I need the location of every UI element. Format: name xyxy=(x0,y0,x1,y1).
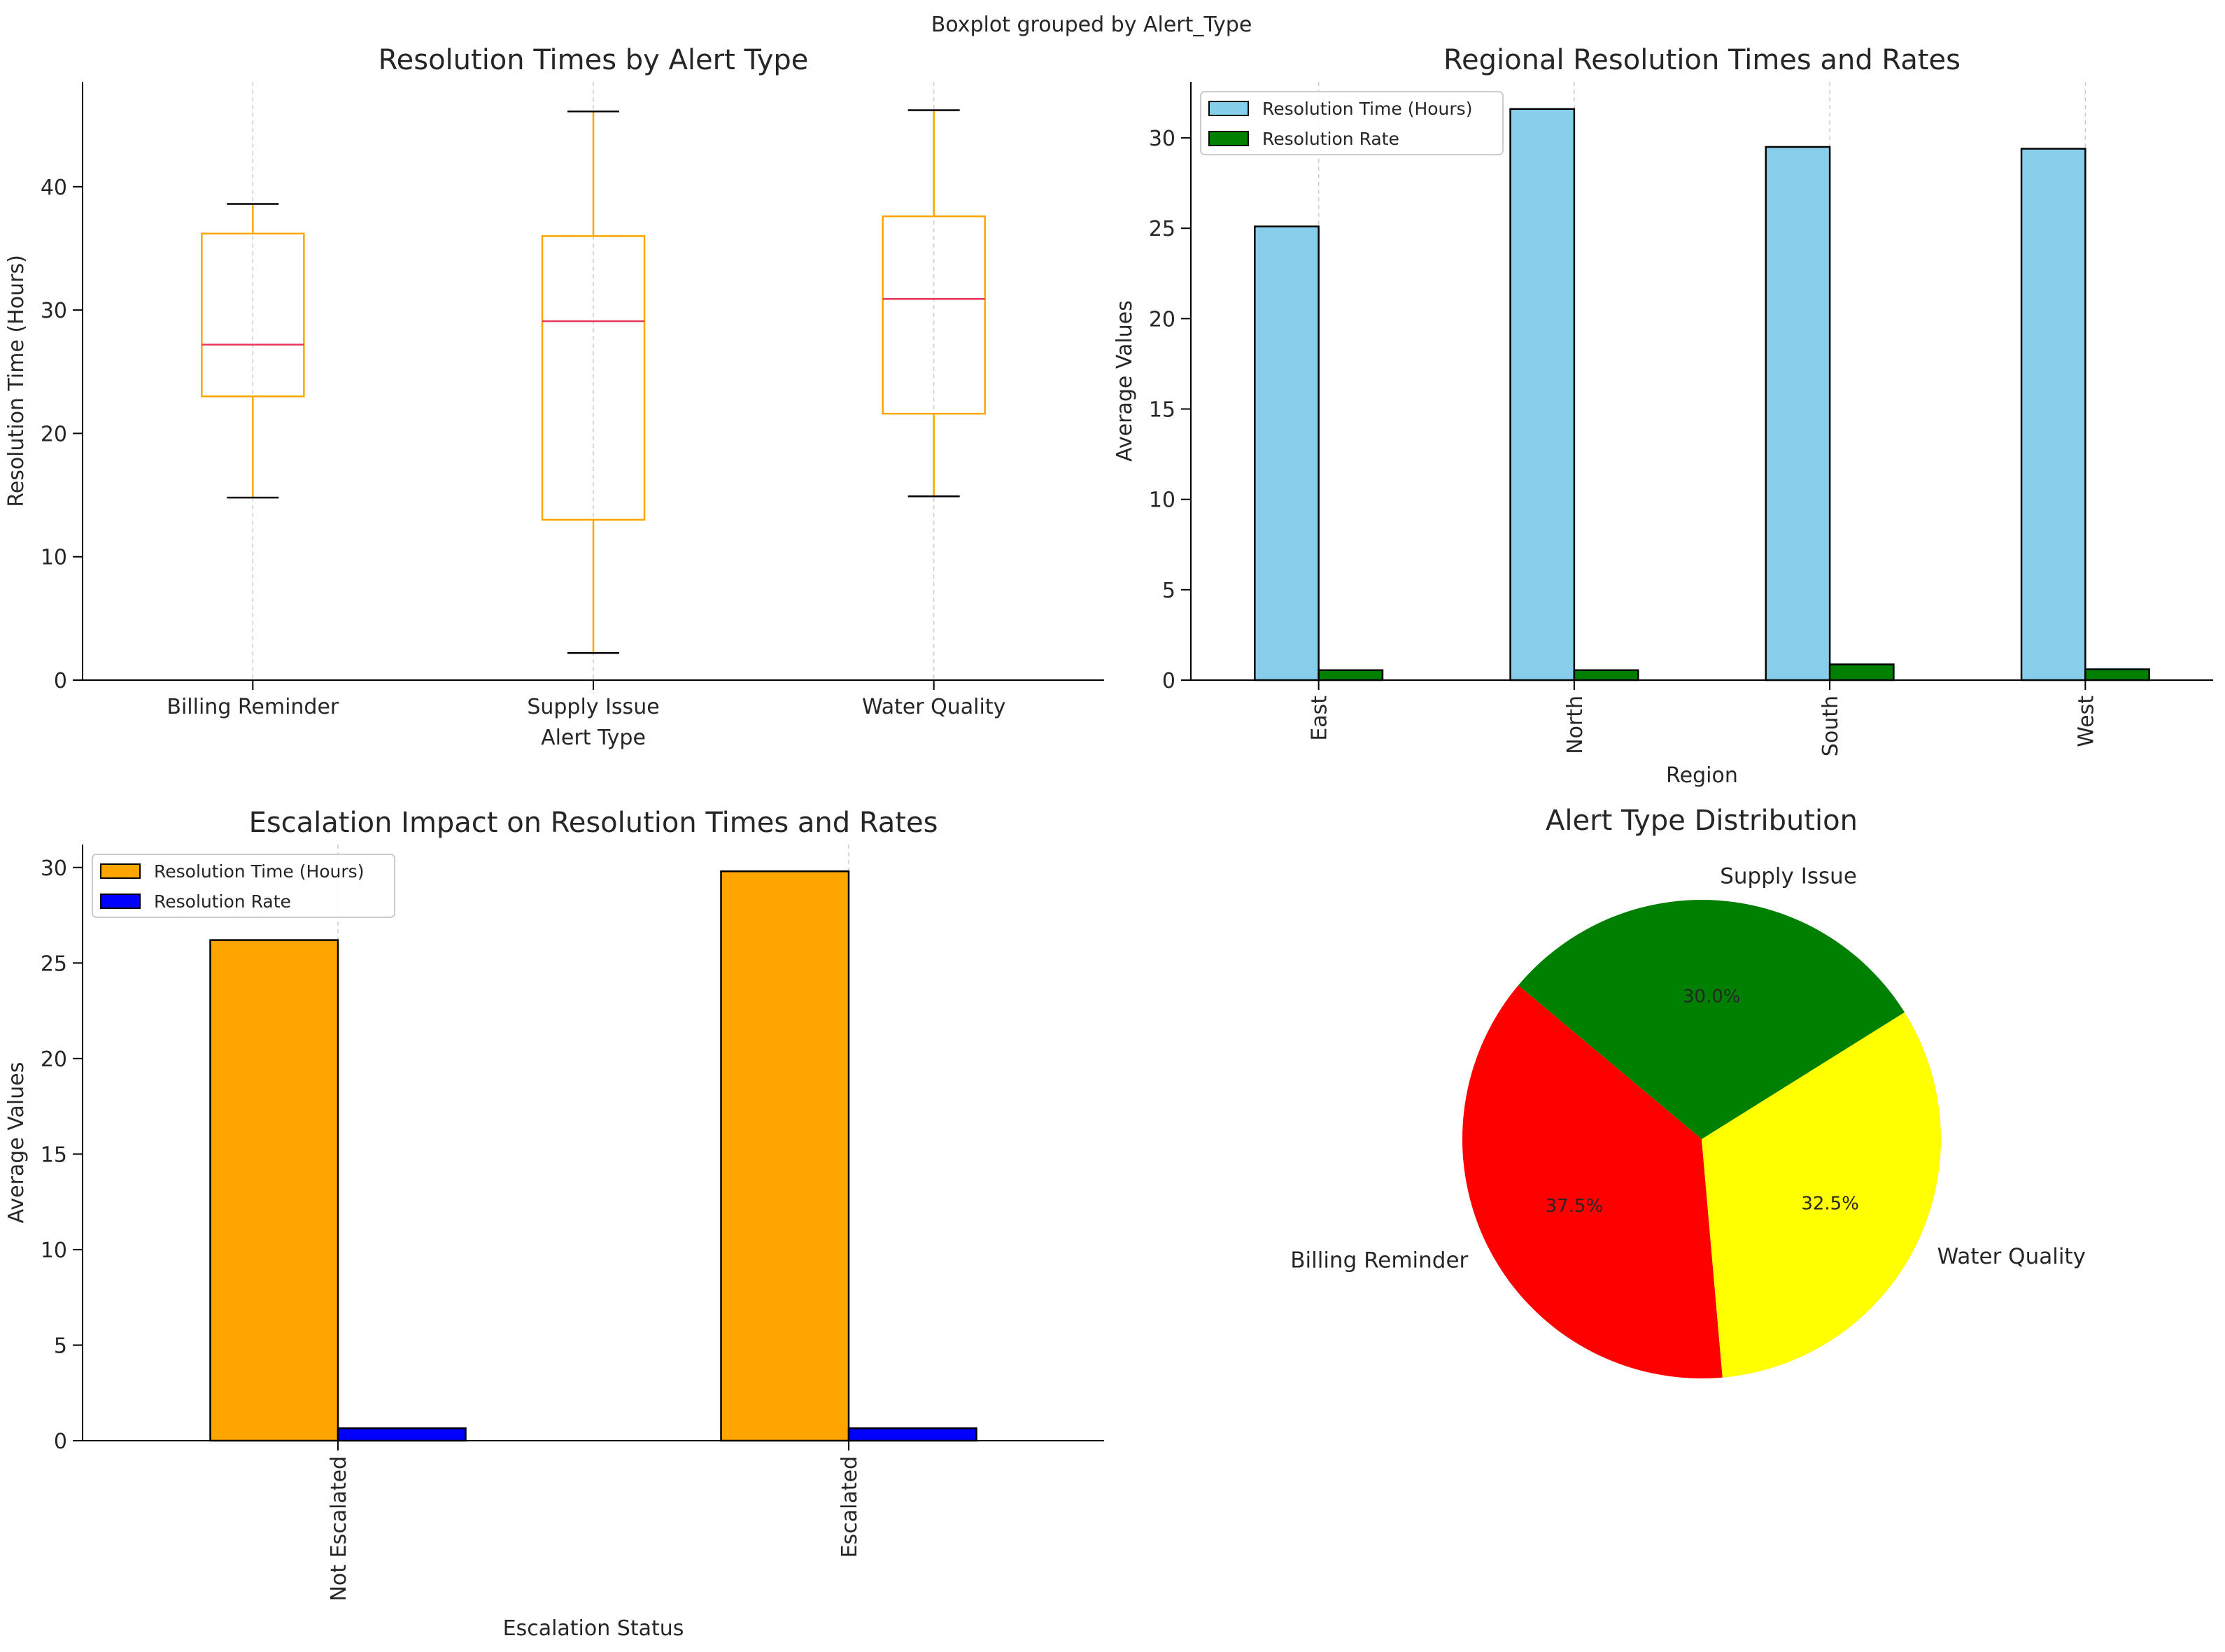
legend-box xyxy=(92,854,395,918)
y-tick-label: 30 xyxy=(41,856,67,881)
pie-slice xyxy=(1702,1012,1941,1378)
x-tick-label: Billing Reminder xyxy=(167,695,339,719)
legend-label: Resolution Rate xyxy=(154,891,291,912)
regional-bar-panel: Regional Resolution Times and Rates 0 5 10 1… xyxy=(1112,44,2213,788)
x-tick-label: Escalated xyxy=(838,1456,862,1558)
y-tick-label: 0 xyxy=(1162,669,1175,693)
y-tick-label: 20 xyxy=(41,1047,67,1072)
x-tick-label: North xyxy=(1563,696,1588,754)
box xyxy=(882,215,986,415)
legend-label: Resolution Time (Hours) xyxy=(154,861,364,882)
y-tick-label: 5 xyxy=(1162,579,1175,603)
figure-suptitle: Boxplot grouped by Alert_Type xyxy=(931,13,1252,37)
y-tick-label: 15 xyxy=(1149,398,1175,423)
legend-box xyxy=(1200,91,1504,155)
legend-swatch xyxy=(1208,131,1249,146)
legend-swatch xyxy=(100,894,141,909)
y-tick-label: 15 xyxy=(41,1143,67,1167)
x-axis-label: Escalation Status xyxy=(503,1616,684,1641)
y-tick-label: 20 xyxy=(1149,307,1175,332)
chart-title: Resolution Times by Alert Type xyxy=(379,44,809,76)
chart-title: Alert Type Distribution xyxy=(1546,805,1858,837)
y-axis-label: Average Values xyxy=(1112,300,1137,462)
y-tick-label: 10 xyxy=(41,546,67,570)
y-tick-label: 25 xyxy=(1149,217,1175,241)
y-tick-label: 30 xyxy=(41,299,67,323)
y-axis-label: Average Values xyxy=(4,1062,29,1224)
y-tick-label: 25 xyxy=(41,952,67,976)
chart-title: Escalation Impact on Resolution Times an… xyxy=(249,807,938,839)
x-tick-label: East xyxy=(1308,696,1332,741)
y-tick-label: 20 xyxy=(41,422,67,446)
pie-panel: Alert Type Distribution 37.5% Billing Remi… xyxy=(1290,805,2086,1378)
chart-title: Regional Resolution Times and Rates xyxy=(1443,44,1961,76)
box xyxy=(541,235,646,521)
y-tick-label: 40 xyxy=(41,176,67,200)
x-tick-label: Not Escalated xyxy=(327,1456,351,1602)
y-tick-label: 10 xyxy=(41,1238,67,1263)
pie-slice xyxy=(1462,985,1723,1378)
bar xyxy=(847,1427,977,1442)
boxplot-panel: Resolution Times by Alert Type 0 10 20 30 40 R… xyxy=(4,44,1104,750)
pie-pct-label: 32.5% xyxy=(1801,1194,1859,1215)
x-tick-label: South xyxy=(1818,696,1843,756)
x-axis-label: Region xyxy=(1666,763,1738,788)
x-tick-label: West xyxy=(2074,696,2098,747)
y-axis-label: Resolution Time (Hours) xyxy=(4,255,29,507)
pie-pct-label: 30.0% xyxy=(1683,986,1741,1007)
pie-slice xyxy=(1518,900,1905,1139)
bar xyxy=(1765,146,1831,682)
bar xyxy=(2084,668,2150,682)
escalation-bar-panel: Escalation Impact on Resolution Times an… xyxy=(4,807,1104,1641)
y-tick-label: 10 xyxy=(1149,488,1175,513)
bar xyxy=(337,1427,467,1442)
legend-swatch xyxy=(1208,101,1249,116)
pie-category-label: Supply Issue xyxy=(1720,864,1857,889)
pie-category-label: Water Quality xyxy=(1937,1244,2086,1269)
bar xyxy=(1509,108,1576,682)
bar xyxy=(1318,669,1384,682)
legend-label: Resolution Rate xyxy=(1262,129,1399,149)
x-tick-label: Water Quality xyxy=(862,695,1005,719)
legend-swatch xyxy=(100,863,141,879)
y-tick-label: 0 xyxy=(54,669,67,693)
box xyxy=(201,232,305,397)
legend-label: Resolution Time (Hours) xyxy=(1262,99,1472,119)
x-tick-label: Supply Issue xyxy=(527,695,659,719)
y-tick-label: 5 xyxy=(54,1334,67,1358)
y-tick-label: 0 xyxy=(54,1429,67,1454)
bar xyxy=(209,939,339,1442)
pie-pct-label: 37.5% xyxy=(1546,1196,1604,1217)
bar xyxy=(1254,225,1320,682)
y-tick-label: 30 xyxy=(1149,127,1175,151)
bar xyxy=(720,870,850,1442)
bar xyxy=(1573,669,1639,682)
x-axis-label: Alert Type xyxy=(541,726,646,750)
bar xyxy=(1828,663,1895,682)
bar xyxy=(2020,148,2086,682)
pie-category-label: Billing Reminder xyxy=(1290,1248,1468,1273)
